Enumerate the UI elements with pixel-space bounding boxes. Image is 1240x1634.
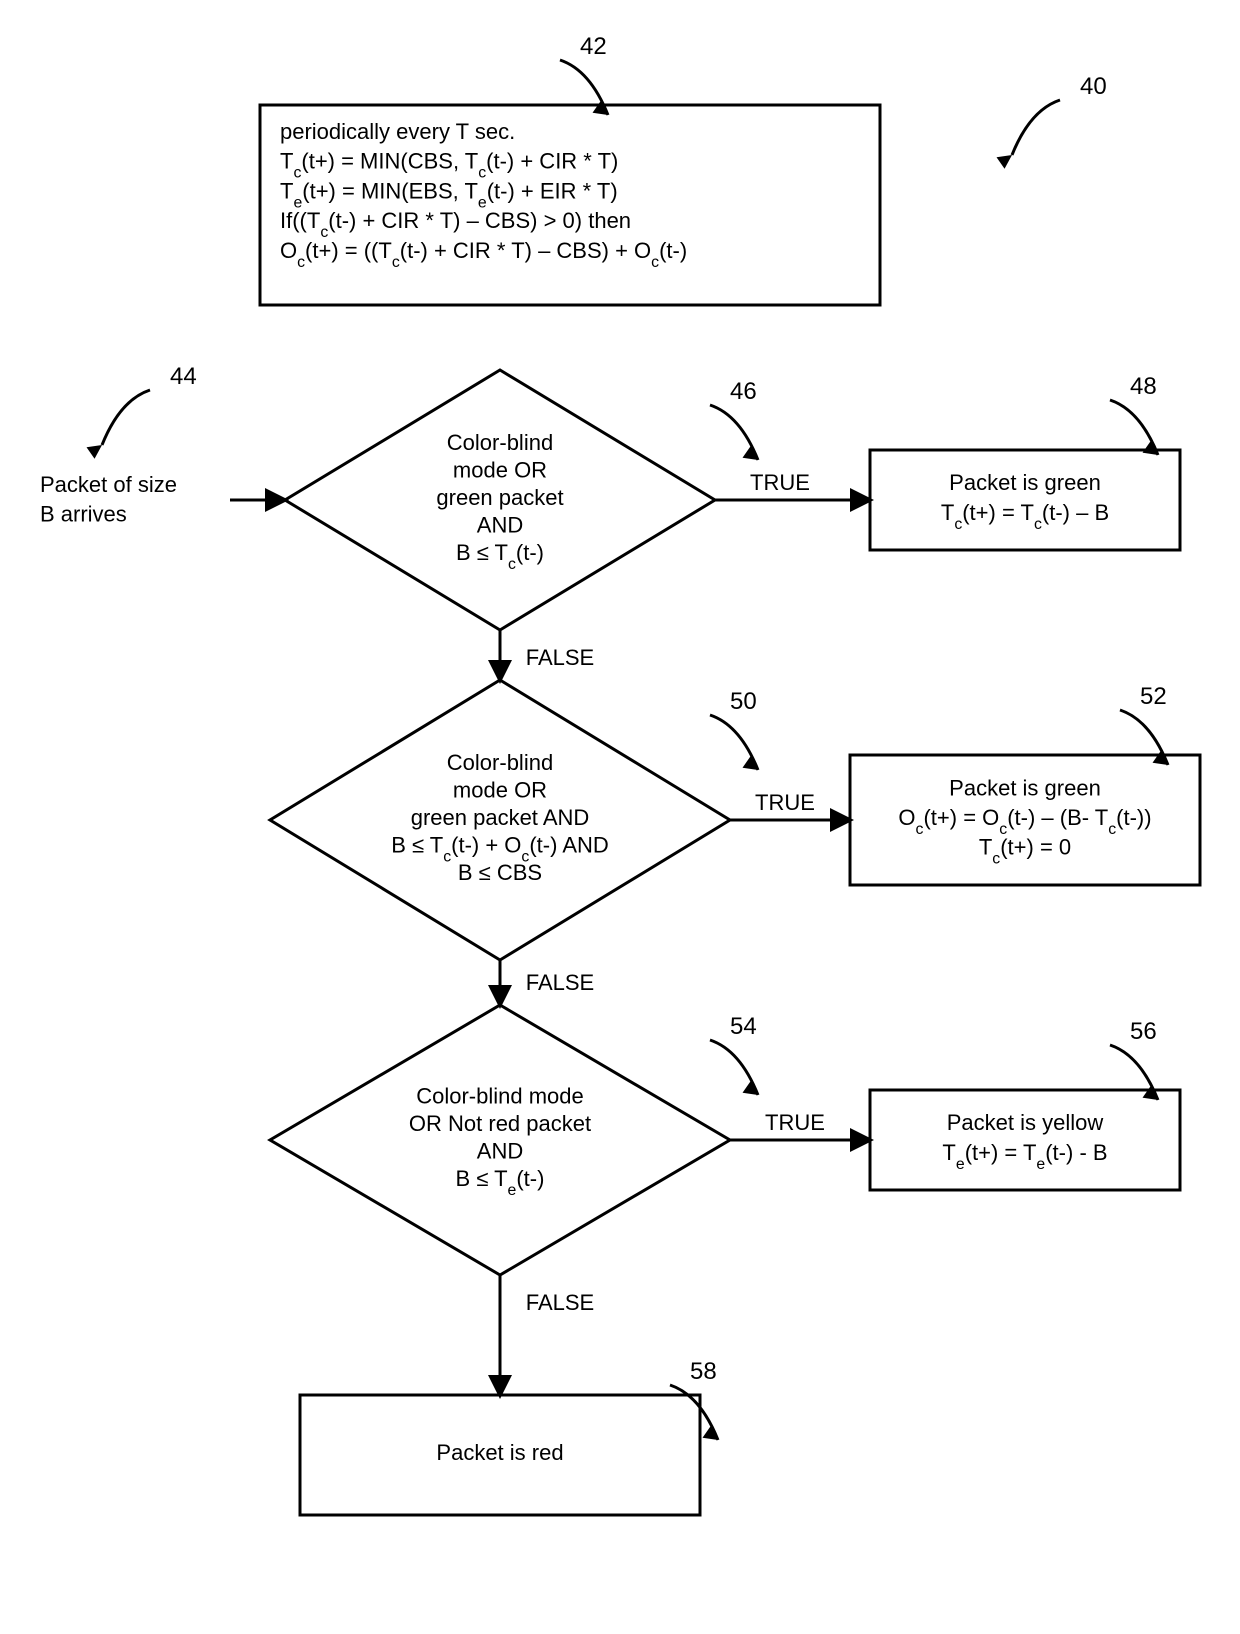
svg-text:mode OR: mode OR (453, 777, 547, 802)
edge-n46-n50: FALSE (500, 630, 594, 680)
svg-text:Color-blind mode: Color-blind mode (416, 1084, 584, 1109)
svg-text:AND: AND (477, 512, 523, 537)
svg-text:58: 58 (690, 1358, 717, 1385)
svg-text:54: 54 (730, 1013, 757, 1040)
svg-text:AND: AND (477, 1139, 523, 1164)
svg-text:FALSE: FALSE (526, 970, 594, 995)
node-50: Color-blindmode ORgreen packet ANDB ≤ Tc… (270, 680, 730, 960)
ref-label-46: 46 (710, 378, 762, 466)
svg-text:Te(t+) = MIN(EBS, Te(t-) + EIR: Te(t+) = MIN(EBS, Te(t-) + EIR * T) (280, 178, 618, 211)
svg-text:B ≤ Tc(t-): B ≤ Tc(t-) (456, 540, 544, 573)
svg-text:B ≤ CBS: B ≤ CBS (458, 860, 542, 885)
svg-text:green packet AND: green packet AND (411, 805, 590, 830)
svg-text:50: 50 (730, 688, 757, 715)
ref-label-52: 52 (1120, 683, 1172, 771)
node-58: Packet is red (300, 1395, 700, 1515)
svg-text:Tc(t+) = MIN(CBS, Tc(t-) + CIR: Tc(t+) = MIN(CBS, Tc(t-) + CIR * T) (280, 149, 618, 182)
svg-text:Packet is green: Packet is green (949, 775, 1101, 800)
svg-text:Oc(t+) = ((Tc(t-) + CIR * T) –: Oc(t+) = ((Tc(t-) + CIR * T) – CBS) + Oc… (280, 238, 687, 271)
node-46: Color-blindmode OR green packetAND B ≤ Tc(… (285, 370, 715, 630)
node-54: Color-blind modeOR Not red packet ANDB ≤ … (270, 1005, 730, 1275)
node-42: periodically every T sec. Tc(t+) = MIN(CB… (260, 105, 880, 305)
ref-label-54: 54 (710, 1013, 762, 1101)
edge-n54-n56: TRUE (730, 1110, 870, 1140)
node-56: Packet is yellow Te(t+) = Te(t-) - B (870, 1090, 1180, 1190)
edge-n50-n52: TRUE (730, 790, 850, 820)
ref-label-58: 58 (670, 1358, 722, 1446)
ref-label-42: 42 (560, 33, 612, 121)
svg-text:periodically every T sec.: periodically every T sec. (280, 119, 515, 144)
svg-text:Packet is red: Packet is red (436, 1440, 563, 1465)
flowchart-canvas: periodically every T sec. Tc(t+) = MIN(CB… (0, 0, 1240, 1634)
ref-label-56: 56 (1110, 1018, 1162, 1106)
svg-text:TRUE: TRUE (750, 470, 810, 495)
svg-text:46: 46 (730, 378, 757, 405)
edge-n54-n58: FALSE (500, 1275, 594, 1395)
ref-label-50: 50 (710, 688, 762, 776)
ref-label-40: 40 (997, 73, 1107, 169)
node-48: Packet is green Tc(t+) = Tc(t-) – B (870, 450, 1180, 550)
svg-text:42: 42 (580, 33, 607, 60)
ref-label-48: 48 (1110, 373, 1162, 461)
svg-text:Packet is yellow: Packet is yellow (947, 1110, 1104, 1135)
ref-label-44: 44 (87, 363, 197, 459)
svg-text:mode OR: mode OR (453, 457, 547, 482)
svg-text:FALSE: FALSE (526, 1290, 594, 1315)
svg-text:40: 40 (1080, 73, 1107, 100)
svg-text:If((Tc(t-) + CIR * T) – CBS) >: If((Tc(t-) + CIR * T) – CBS) > 0) then (280, 208, 631, 241)
svg-text:B arrives: B arrives (40, 502, 127, 527)
svg-text:Tc(t+) = 0: Tc(t+) = 0 (979, 835, 1071, 868)
edge-n50-n54: FALSE (500, 960, 594, 1005)
svg-text:Color-blind: Color-blind (447, 750, 553, 775)
svg-text:TRUE: TRUE (755, 790, 815, 815)
node-52: Packet is green Oc(t+) = Oc(t-) – (B- Tc(… (850, 755, 1200, 885)
edge-n46-n48: TRUE (715, 470, 870, 500)
svg-text:Packet is green: Packet is green (949, 470, 1101, 495)
svg-text:52: 52 (1140, 683, 1167, 710)
node-44: Packet of size B arrives (40, 472, 177, 527)
svg-text:green packet: green packet (436, 485, 563, 510)
svg-text:OR Not red packet: OR Not red packet (409, 1111, 591, 1136)
svg-text:FALSE: FALSE (526, 645, 594, 670)
svg-text:B ≤ Te(t-): B ≤ Te(t-) (456, 1166, 545, 1199)
svg-text:Color-blind: Color-blind (447, 430, 553, 455)
svg-text:56: 56 (1130, 1018, 1157, 1045)
svg-text:Te(t+) = Te(t-) - B: Te(t+) = Te(t-) - B (942, 1140, 1107, 1173)
svg-text:44: 44 (170, 363, 197, 390)
svg-text:Oc(t+) = Oc(t-) – (B- Tc(t-)): Oc(t+) = Oc(t-) – (B- Tc(t-)) (898, 805, 1151, 838)
svg-text:48: 48 (1130, 373, 1157, 400)
svg-text:Tc(t+) = Tc(t-) – B: Tc(t+) = Tc(t-) – B (941, 500, 1109, 533)
svg-text:Packet of size: Packet of size (40, 472, 177, 497)
svg-text:TRUE: TRUE (765, 1110, 825, 1135)
